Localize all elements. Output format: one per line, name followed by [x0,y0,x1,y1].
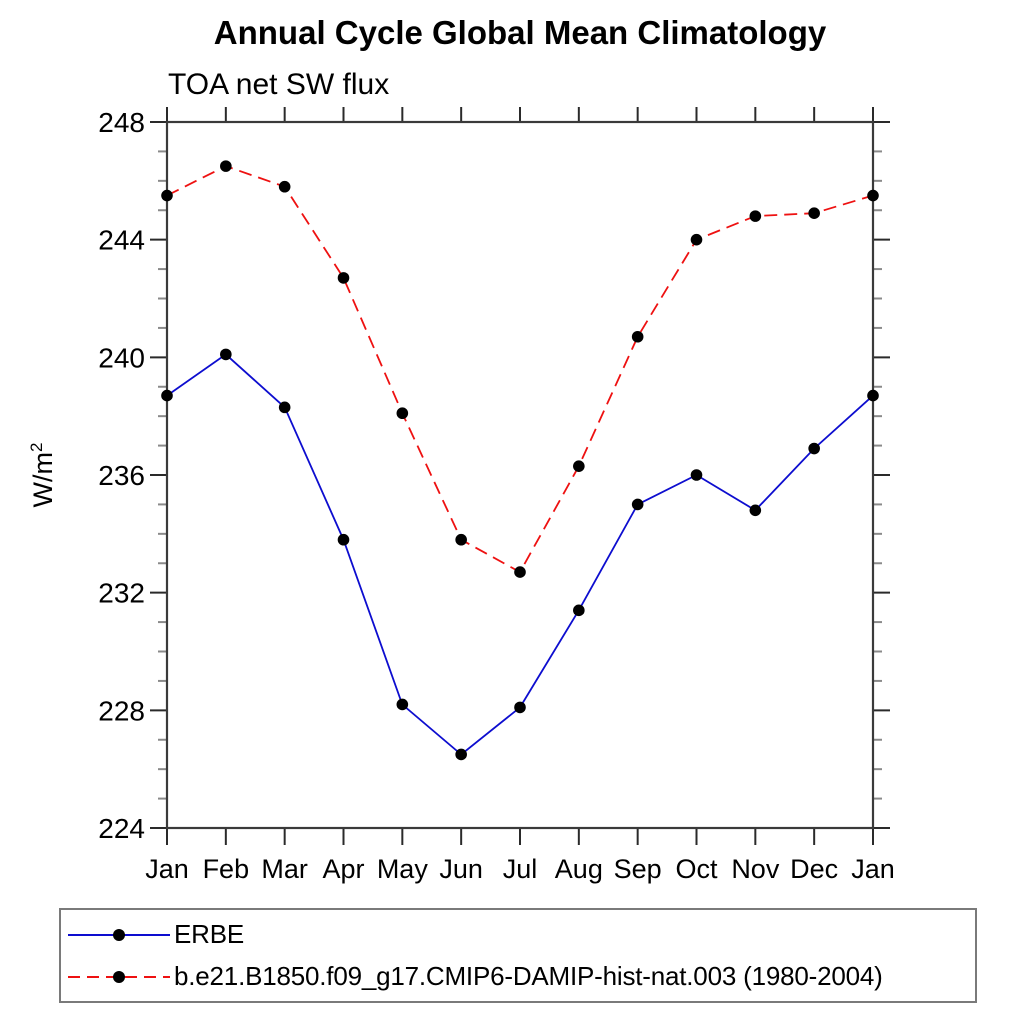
y-tick-label: 244 [98,225,145,256]
y-tick-label: 248 [98,107,145,138]
x-tick-label: Feb [203,854,250,884]
data-point-erbe [690,469,703,481]
legend-label-erbe: ERBE [174,919,245,949]
x-tick-label: Aug [555,854,603,884]
data-point-model [455,533,467,546]
data-point-erbe [631,498,644,511]
x-tick-label: Oct [675,854,718,884]
data-point-model [161,189,173,202]
data-point-model [514,566,526,578]
y-tick-label: 236 [98,460,145,491]
erbe-marker-dot [113,928,125,941]
data-point-erbe [573,604,585,617]
x-tick-label: Jan [145,854,189,884]
data-point-erbe [867,389,879,402]
y-tick-label: 240 [98,342,145,373]
data-point-model [749,210,762,222]
y-tick-label: 232 [98,578,145,609]
data-point-erbe [278,401,291,414]
data-point-model [631,330,644,343]
legend-sample-model [68,970,170,984]
x-tick-label: Dec [790,854,838,884]
x-tick-label: Nov [731,854,780,884]
data-point-model [573,460,585,472]
series-line-model [166,165,874,574]
x-tick-label: May [377,854,429,884]
y-axis-label-exponent: 2 [27,443,46,452]
data-point-erbe [455,748,467,761]
model-marker-dot [113,970,125,983]
x-tick-label: Mar [261,854,308,884]
data-point-model [690,233,703,246]
data-point-model [396,407,409,420]
data-point-erbe [808,442,820,455]
series-line-erbe [166,353,874,756]
legend-row-model: b.e21.B1850.f09_g17.CMIP6-DAMIP-hist-nat… [68,960,975,994]
plot-frame [165,120,875,830]
y-tick-label: 228 [98,695,145,726]
x-tick-label: Apr [322,854,364,884]
x-tick-label: Jul [503,854,538,884]
data-point-model [220,160,232,172]
y-axis-label: W/m2 [27,443,58,508]
chart-title: Annual Cycle Global Mean Climatology [213,14,827,51]
data-point-model [808,207,820,219]
legend: ERBE b.e21.B1850.f09_g17.CMIP6-DAMIP-his… [59,908,977,1003]
data-point-model [337,272,350,284]
data-point-model [278,180,291,193]
legend-label-model: b.e21.B1850.f09_g17.CMIP6-DAMIP-hist-nat… [174,961,883,991]
x-tick-label: Jun [439,854,483,884]
chart-subtitle: TOA net SW flux [168,68,390,101]
data-point-erbe [220,348,232,361]
data-point-model [867,189,879,202]
data-point-erbe [514,701,526,714]
legend-row-erbe: ERBE [68,918,975,952]
y-tick-label: 224 [98,813,145,844]
legend-sample-erbe [68,928,170,942]
data-point-erbe [749,504,762,517]
x-tick-label: Jan [851,854,895,884]
x-tick-label: Sep [614,854,662,884]
data-point-erbe [396,698,409,711]
data-point-erbe [161,389,173,402]
data-point-erbe [337,533,350,546]
